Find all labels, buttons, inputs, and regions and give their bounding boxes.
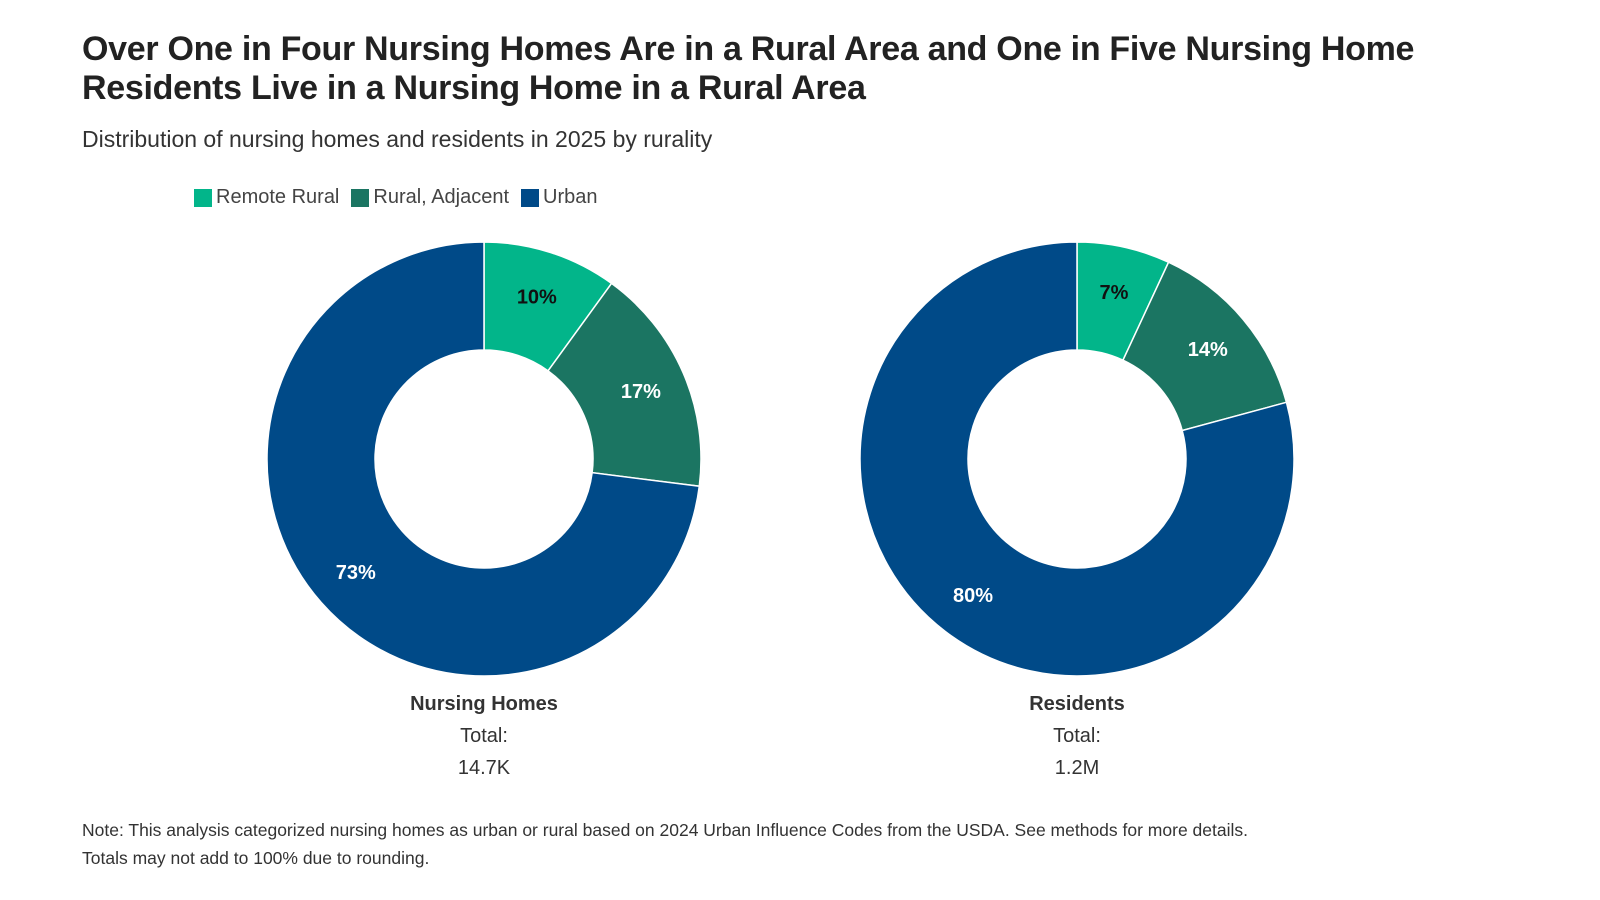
data-label: 14% [1188,339,1228,361]
total-value: 14.7K [457,757,511,779]
note-line: Note: This analysis categorized nursing … [82,820,1248,840]
legend-swatch [521,188,540,207]
data-label: 10% [517,286,557,308]
chart-subtitle: Distribution of nursing homes and reside… [82,126,713,152]
slice-rural-adjacent[interactable] [1121,261,1288,432]
legend: Remote Rural Rural, Adjacent Urban [194,186,598,209]
legend-item-remote-rural[interactable]: Remote Rural [194,186,339,209]
total-value: 1.2M [1054,757,1100,779]
data-label: 80% [953,585,993,607]
chart-title: Over One in Four Nursing Homes Are in a … [82,30,1415,107]
total-label: Total: [460,725,508,747]
nursing-homes-caption: Nursing Homes Total: 14.7K [334,688,634,784]
chart-name: Nursing Homes [410,693,558,715]
footnote: Note: This analysis categorized nursing … [82,816,1248,872]
total-label: Total: [1053,725,1101,747]
residents-caption: Residents Total: 1.2M [927,688,1227,784]
legend-label: Urban [543,186,598,208]
data-label: 17% [621,381,661,403]
legend-label: Rural, Adjacent [373,186,510,208]
legend-item-rural-adjacent[interactable]: Rural, Adjacent [351,186,509,209]
data-label: 73% [336,562,376,584]
slice-rural-adjacent[interactable] [547,282,702,488]
legend-item-urban[interactable]: Urban [521,186,598,209]
slice-urban[interactable] [859,241,1295,677]
chart-name: Residents [1029,693,1125,715]
data-label: 7% [1099,282,1128,304]
legend-label: Remote Rural [216,186,340,208]
legend-swatch [194,188,212,207]
legend-swatch [351,188,370,207]
note-line: Totals may not add to 100% due to roundi… [82,848,430,868]
slice-urban[interactable] [266,241,701,677]
